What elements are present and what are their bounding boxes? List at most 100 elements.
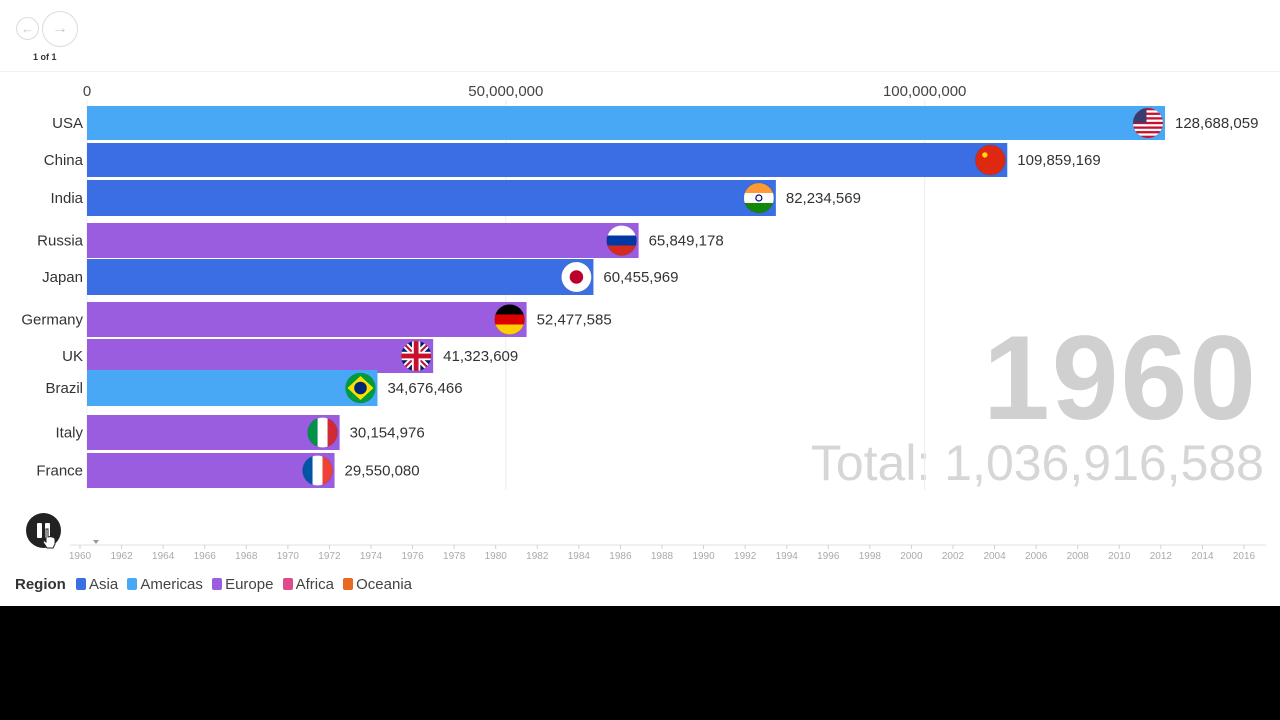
timeline-tick-label: 1990 — [692, 551, 715, 562]
timeline-tick-label: 1968 — [235, 551, 258, 562]
timeline-tick-label: 1964 — [152, 551, 175, 562]
timeline-tick-label: 1982 — [526, 551, 549, 562]
legend-title: Region — [15, 576, 66, 593]
china-flag-icon — [974, 144, 1006, 176]
flag-outline — [1132, 107, 1164, 139]
arrow-left-icon: ← — [21, 21, 34, 36]
category-label: China — [44, 152, 84, 169]
timeline-tick-label: 2002 — [942, 551, 965, 562]
timeline-tick-label: 2004 — [983, 551, 1006, 562]
bar-brazil — [87, 370, 378, 406]
flag-outline — [307, 417, 339, 448]
flag-stripe — [1133, 112, 1163, 115]
legend-item-americas[interactable]: Americas — [127, 576, 203, 593]
timeline-tick-label: 1998 — [859, 551, 882, 562]
flag-part — [327, 417, 338, 448]
timeline-tick-label: 1988 — [651, 551, 674, 562]
back-button[interactable]: ← — [16, 17, 39, 40]
flag-part — [401, 353, 432, 359]
x-tick-label: 100,000,000 — [883, 83, 966, 100]
category-label: India — [50, 190, 83, 207]
timeline-tick-label: 2014 — [1191, 551, 1214, 562]
flag-body — [743, 183, 774, 213]
timeline-marker — [93, 540, 99, 544]
arrow-right-icon: → — [52, 20, 68, 37]
flag-outline — [302, 455, 334, 486]
year-display: 1960 — [983, 311, 1258, 445]
flag-globe — [354, 381, 367, 395]
legend-label: Americas — [140, 576, 203, 593]
timeline-tick-label: 1978 — [443, 551, 466, 562]
value-label: 52,477,585 — [537, 312, 612, 329]
uk-flag-icon — [400, 340, 432, 372]
x-tick-label: 50,000,000 — [468, 83, 543, 100]
flag-part — [307, 417, 318, 448]
flag-part — [317, 417, 328, 448]
flag-body — [561, 262, 592, 292]
flag-part — [743, 183, 774, 193]
flag-body — [401, 341, 432, 371]
timeline-tick-label: 1976 — [401, 551, 424, 562]
legend-item-asia[interactable]: Asia — [76, 576, 118, 593]
bar-india — [87, 180, 776, 216]
chart-screen: ← → 1 of 1 1960 Total: 1,036,916,588 0 50… — [0, 0, 1280, 606]
value-label: 109,859,169 — [1017, 152, 1100, 169]
flag-outline — [974, 144, 1006, 176]
bar-japan — [87, 259, 594, 295]
timeline-tick-label: 1984 — [568, 551, 591, 562]
flag-part — [494, 304, 525, 315]
timeline-tick-label: 1986 — [609, 551, 632, 562]
flag-part — [743, 203, 774, 213]
flag-stripe — [1133, 126, 1163, 129]
flag-sun — [569, 270, 584, 284]
category-label: Germany — [21, 312, 83, 329]
timeline-tick-label: 1996 — [817, 551, 840, 562]
brazil-flag-icon — [344, 372, 376, 404]
legend-item-oceania[interactable]: Oceania — [343, 576, 412, 593]
value-label: 34,676,466 — [387, 380, 462, 397]
bar-germany — [87, 302, 527, 337]
legend-label: Asia — [89, 576, 119, 593]
timeline-tick-label: 1994 — [776, 551, 799, 562]
flag-stripe — [1133, 135, 1163, 138]
timeline-tick-label: 1992 — [734, 551, 757, 562]
timeline-tick-label: 1966 — [194, 551, 217, 562]
bar-chart: 0 50,000,000 100,000,000 USA 128,688,059 Chin… — [21, 83, 1266, 562]
header-divider — [0, 71, 1280, 72]
france-flag-icon — [302, 455, 334, 486]
flag-part — [606, 245, 637, 256]
flag-wheel — [755, 194, 763, 202]
legend-swatch — [343, 578, 354, 590]
category-label: Brazil — [45, 380, 83, 397]
legend-label: Europe — [225, 576, 274, 593]
timeline-tick-label: 1962 — [110, 551, 133, 562]
timeline-tick-label: 2010 — [1108, 551, 1131, 562]
legend-swatch — [76, 578, 87, 590]
hand-cursor-icon — [42, 528, 56, 549]
category-label: UK — [62, 348, 83, 365]
flag-stripe — [1133, 121, 1163, 125]
page-indicator: 1 of 1 — [33, 52, 57, 62]
timeline-tick-label: 2008 — [1067, 551, 1090, 562]
flag-body — [975, 145, 1006, 175]
timeline-tick-label: 2012 — [1150, 551, 1173, 562]
flag-part — [302, 455, 313, 486]
flag-outline — [743, 182, 775, 214]
timeline-tick-label: 1980 — [485, 551, 508, 562]
value-label: 29,550,080 — [345, 463, 420, 480]
legend-swatch — [212, 578, 223, 590]
category-label: Russia — [37, 233, 84, 250]
category-label: Japan — [42, 269, 83, 286]
legend-item-africa[interactable]: Africa — [282, 576, 334, 593]
flag-part — [494, 324, 525, 335]
forward-button[interactable]: → — [42, 11, 78, 47]
flag-part — [743, 193, 774, 203]
flag-part — [606, 235, 637, 246]
bar-italy — [87, 415, 340, 450]
value-label: 128,688,059 — [1175, 115, 1258, 132]
bar-china — [87, 143, 1008, 177]
total-display: Total: 1,036,916,588 — [810, 435, 1264, 491]
category-label: France — [36, 463, 83, 480]
flag-part — [606, 225, 637, 236]
legend-item-europe[interactable]: Europe — [212, 576, 273, 593]
